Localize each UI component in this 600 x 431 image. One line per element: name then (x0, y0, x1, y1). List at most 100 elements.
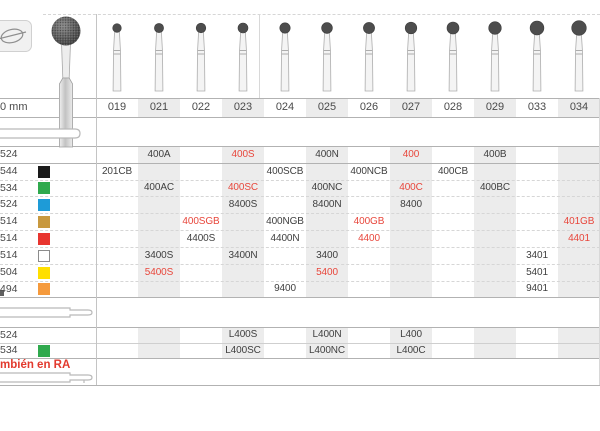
product-code-cell: 8400N (312, 199, 342, 210)
grit-color-square-black (38, 165, 50, 178)
iso-code: 534 (0, 182, 18, 194)
fg-shank-stepped-icon (0, 306, 100, 320)
product-code-cell: 8400S (228, 199, 258, 210)
grit-color-square-blue (38, 198, 50, 211)
bur-illustration-019 (107, 16, 127, 96)
rule (0, 343, 600, 344)
grit-color-square-white (38, 249, 50, 262)
column-stripe (474, 98, 516, 117)
column-header-025: 025 (317, 101, 337, 113)
product-code-cell: 400NCB (350, 166, 388, 177)
bur-illustration-024 (275, 16, 295, 96)
column-stripe (390, 98, 432, 117)
iso-code: 514 (0, 215, 18, 227)
product-code-cell: L400C (396, 345, 426, 356)
rule (0, 146, 600, 147)
product-code-cell: 400CB (437, 166, 469, 177)
product-code-cell: 400 (402, 149, 420, 160)
product-code-cell: 400BC (479, 182, 511, 193)
rule (0, 327, 600, 328)
column-header-027: 027 (401, 101, 421, 113)
product-code-cell: L400NC (308, 345, 346, 356)
column-stripe (138, 98, 180, 117)
iso-code: 514 (0, 249, 18, 261)
iso-code: 544 (0, 165, 18, 177)
product-code-cell: 3401 (526, 250, 548, 261)
product-code-cell: L400 (400, 329, 422, 340)
column-stripe (138, 327, 180, 358)
product-code-cell: 400S (231, 149, 255, 160)
column-header-033: 033 (527, 101, 547, 113)
column-stripe (474, 327, 516, 358)
product-code-cell: L400S (228, 329, 258, 340)
bur-illustration-022 (191, 16, 211, 96)
grit-color-square-green (38, 344, 50, 357)
product-code-cell: 5401 (526, 267, 548, 278)
product-code-cell: 5400S (144, 267, 174, 278)
column-stripe (474, 146, 516, 297)
column-stripe (390, 327, 432, 358)
rule (0, 385, 600, 386)
product-code-cell: 400GB (353, 216, 385, 227)
column-stripe (558, 146, 600, 297)
product-code-cell: 400AC (143, 182, 175, 193)
product-code-cell: 4400S (186, 233, 216, 244)
bur-illustration-021 (149, 16, 169, 96)
bur-illustration-034 (569, 16, 589, 96)
iso-code: 514 (0, 232, 18, 244)
product-code-cell: 400SC (227, 182, 259, 193)
dashed-row-rule (0, 264, 600, 265)
product-code-cell: L400N (312, 329, 342, 340)
dashed-row-rule (0, 180, 600, 181)
dashed-row-rule (0, 281, 600, 282)
product-code-cell: 201CB (101, 166, 133, 177)
tooth-occlusal-icon (0, 20, 32, 54)
column-stripe (306, 146, 348, 297)
iso-code: 524 (0, 148, 18, 160)
iso-code: 534 (0, 344, 18, 356)
product-code-cell: 3400S (144, 250, 174, 261)
column-stripe (306, 327, 348, 358)
iso-code: 524 (0, 198, 18, 210)
product-code-cell: 400N (315, 149, 339, 160)
dashed-row-rule (0, 213, 600, 214)
product-code-cell: 4400 (358, 233, 380, 244)
fg-shank-icon (0, 127, 88, 141)
rule (0, 117, 600, 118)
product-code-cell: 9400 (274, 283, 296, 294)
product-code-cell: 8400 (400, 199, 422, 210)
column-header-028: 028 (443, 101, 463, 113)
ra-shank-icon (0, 371, 100, 385)
rule (0, 297, 600, 298)
dashed-row-rule (0, 230, 600, 231)
column-stripe (558, 327, 600, 358)
product-code-cell: 400A (147, 149, 171, 160)
product-code-cell: L400SC (225, 345, 261, 356)
rule (0, 98, 600, 99)
column-header-034: 034 (569, 101, 589, 113)
bur-illustration-029 (485, 16, 505, 96)
rule (0, 163, 600, 164)
column-header-024: 024 (275, 101, 295, 113)
column-stripe (138, 146, 180, 297)
dashed-top-rule (43, 14, 600, 15)
dashed-row-rule (0, 196, 600, 197)
grit-color-square-orange (38, 283, 50, 295)
grit-color-square-green (38, 182, 50, 194)
product-code-cell: 4400N (270, 233, 300, 244)
column-header-022: 022 (191, 101, 211, 113)
product-code-cell: 401GB (563, 216, 595, 227)
product-code-cell: 400SCB (266, 166, 304, 177)
iso-code: 524 (0, 329, 18, 341)
column-header-023: 023 (233, 101, 253, 113)
product-code-cell: 4401 (568, 233, 590, 244)
product-code-cell: 400C (399, 182, 423, 193)
bur-illustration-027 (401, 16, 421, 96)
product-code-cell: 400B (483, 149, 507, 160)
column-stripe (390, 146, 432, 297)
iso-code: 504 (0, 266, 18, 278)
product-code-cell: 400NC (311, 182, 343, 193)
rule (0, 358, 600, 359)
iso-code: 494 (0, 283, 18, 295)
grit-color-square-red (38, 232, 50, 245)
